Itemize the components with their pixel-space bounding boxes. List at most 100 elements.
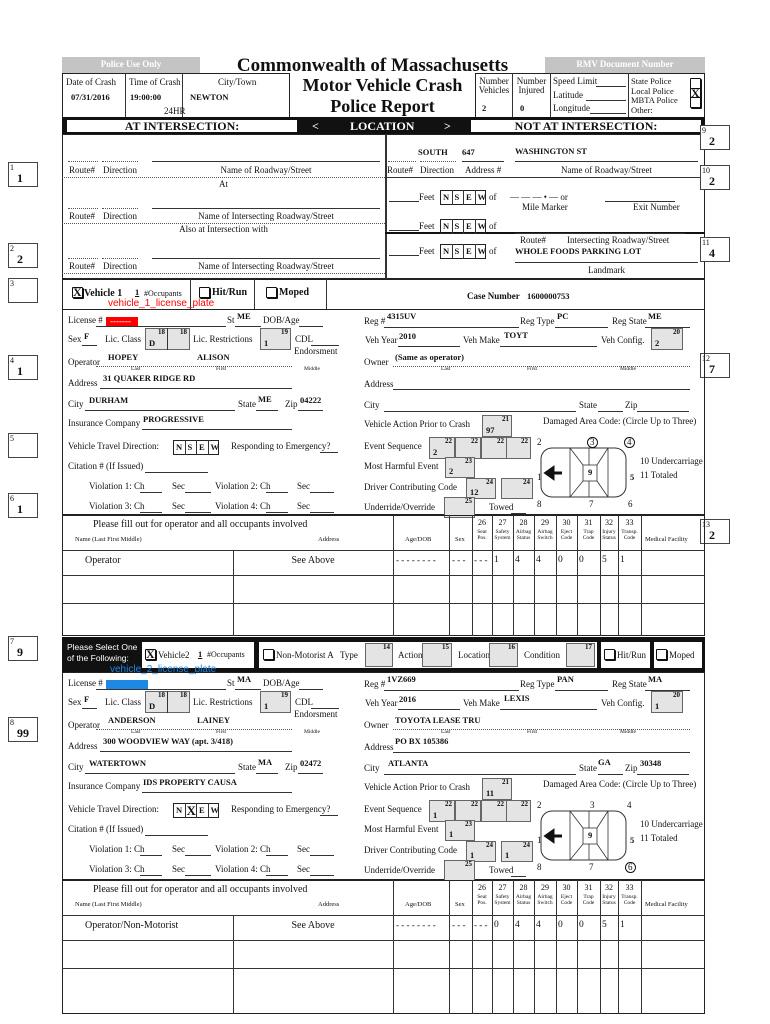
owner-value[interactable]: TOYOTA LEASE TRU — [395, 715, 481, 725]
reg-value[interactable]: 4315UV — [387, 311, 417, 321]
vehicle-2-driver-code-1-value[interactable]: 1 — [470, 850, 475, 860]
occupant-code-30[interactable]: 0 — [558, 555, 563, 565]
compass-s[interactable]: S — [454, 221, 460, 231]
occupant-row-empty[interactable] — [62, 575, 705, 603]
vehicle-2-lic-class-value[interactable]: D — [149, 701, 156, 711]
side-code-value[interactable]: 2 — [17, 252, 23, 266]
compass-n[interactable]: N — [443, 221, 450, 231]
side-code-value[interactable]: 2 — [709, 174, 715, 188]
vehicle-1-most-harmful-value[interactable]: 2 — [449, 466, 454, 476]
occupant-code-29[interactable]: 4 — [536, 920, 541, 930]
occupant-code-33[interactable]: 1 — [620, 555, 625, 565]
zip-value[interactable]: 04222 — [300, 395, 322, 405]
reg-state-value[interactable]: MA — [648, 674, 663, 684]
hit-run-checkbox[interactable] — [604, 649, 615, 660]
damage-zone-1[interactable]: 1 — [537, 835, 542, 845]
occupant-code-31[interactable]: 0 — [579, 555, 584, 565]
vehicle-1-driver-code-1[interactable] — [466, 478, 496, 499]
vehicle-2-veh-config[interactable] — [651, 691, 683, 713]
type-code[interactable] — [365, 643, 393, 667]
vehicle-2-checkbox[interactable] — [145, 649, 156, 660]
sex-value[interactable]: F — [84, 331, 90, 341]
side-code-box-12[interactable] — [700, 353, 730, 378]
vehicle-1-lic-restrictions[interactable] — [260, 328, 291, 350]
vehicle-1-driver-code-1-value[interactable]: 12 — [470, 487, 479, 497]
side-code-value[interactable]: 2 — [709, 134, 715, 148]
vehicle-1-event-sequence-4[interactable] — [506, 437, 531, 459]
side-code-box-10[interactable] — [700, 165, 730, 190]
case-number-value[interactable]: 1600000753 — [527, 291, 570, 301]
location-prev-arrow[interactable]: < — [312, 119, 319, 133]
date-value[interactable]: 07/31/2016 — [71, 92, 110, 102]
compass-w[interactable]: W — [210, 805, 220, 815]
damage-zone-7[interactable]: 7 — [589, 862, 594, 872]
non-motorist-checkbox[interactable] — [263, 649, 274, 660]
damage-zone-9[interactable]: 9 — [588, 467, 593, 477]
time-value[interactable]: 19:00:00 — [130, 92, 162, 102]
side-code-value[interactable]: 7 — [709, 362, 715, 376]
veh-make-value[interactable]: LEXIS — [504, 693, 530, 703]
action-code[interactable] — [422, 643, 452, 667]
occupant-sex[interactable]: - - - — [452, 920, 466, 930]
side-code-box-5[interactable] — [8, 433, 38, 458]
occupant-code-32[interactable]: 5 — [602, 920, 607, 930]
vehicle-1-checkbox[interactable] — [72, 287, 83, 298]
side-code-box-7[interactable] — [8, 636, 38, 661]
location-next-arrow[interactable]: > — [444, 119, 451, 133]
compass-s[interactable]: S — [454, 246, 460, 256]
vehicle-1-most-harmful[interactable] — [445, 457, 475, 478]
direction-value[interactable]: SOUTH — [418, 147, 448, 157]
reg-value[interactable]: 1VZ669 — [387, 674, 416, 684]
occupant-code-30[interactable]: 0 — [558, 920, 563, 930]
vehicle-2-occupants[interactable]: 1 — [198, 649, 203, 659]
compass-s[interactable]: S — [187, 442, 193, 452]
occupant-age[interactable]: - - - - - - - - — [396, 920, 436, 930]
vehicle-2-action-prior[interactable] — [482, 778, 512, 800]
state-value[interactable]: MA — [258, 757, 273, 767]
vehicle-2-most-harmful-value[interactable]: 1 — [449, 829, 454, 839]
compass-n[interactable]: N — [443, 246, 450, 256]
damage-zone-4[interactable]: 4 — [627, 800, 632, 810]
compass-e[interactable]: E — [466, 221, 472, 231]
vehicle-2-select[interactable] — [141, 641, 255, 669]
occupant-address[interactable]: See Above — [291, 920, 335, 931]
compass-n[interactable]: N — [443, 192, 450, 202]
hit-run-checkbox[interactable] — [199, 287, 210, 298]
occupant-sex[interactable]: - - - — [452, 555, 466, 565]
occupant-code-29[interactable]: 4 — [536, 555, 541, 565]
moped-checkbox[interactable] — [266, 287, 277, 298]
occupant-name[interactable]: Operator/Non-Motorist — [85, 920, 179, 931]
vehicle-2-lic-restrictions-value[interactable]: 1 — [264, 701, 269, 711]
damage-zone-1[interactable]: 1 — [537, 472, 542, 482]
occupant-code-27[interactable]: 1 — [494, 555, 499, 565]
occupant-row-empty[interactable] — [62, 968, 705, 1014]
damage-zone-7[interactable]: 7 — [589, 499, 594, 509]
occupant-code-33[interactable]: 1 — [620, 920, 625, 930]
at-intersection-tab[interactable] — [66, 119, 298, 133]
occupant-row-empty[interactable] — [62, 940, 705, 968]
vehicle-2-event-sequence-1-value[interactable]: 1 — [433, 810, 438, 820]
occupant-code-31[interactable]: 0 — [579, 920, 584, 930]
sex-value[interactable]: F — [84, 694, 90, 704]
damage-zone-2[interactable]: 2 — [537, 437, 542, 447]
side-code-value[interactable]: 9 — [17, 645, 23, 659]
vehicle-2-driver-code-2-value[interactable]: 1 — [505, 850, 510, 860]
side-code-value[interactable]: 1 — [17, 502, 23, 516]
compass-w[interactable]: W — [210, 442, 220, 452]
damage-zone-2[interactable]: 2 — [537, 800, 542, 810]
compass-e[interactable]: E — [199, 805, 205, 815]
side-code-value[interactable]: 2 — [709, 528, 715, 542]
owner-address-value[interactable]: PO BX 105386 — [395, 736, 449, 746]
side-code-box-8[interactable] — [8, 717, 38, 742]
operator-last-value[interactable]: HOPEY — [108, 352, 139, 362]
damage-zone-5[interactable]: 5 — [630, 835, 635, 845]
damage-zone-3[interactable]: 3 — [587, 437, 598, 448]
vehicle-1-occupants[interactable]: 1 — [135, 287, 140, 297]
insurance-value[interactable]: IDS PROPERTY CAUSA — [143, 777, 237, 787]
vehicle-2-lic-restrictions[interactable] — [260, 691, 291, 713]
compass-mark[interactable]: X — [186, 803, 196, 818]
side-code-box-4[interactable] — [8, 355, 38, 380]
reg-type-value[interactable]: PC — [557, 311, 569, 321]
vehicle-2-event-sequence-4[interactable] — [506, 800, 531, 822]
zip-value[interactable]: 02472 — [300, 758, 322, 768]
